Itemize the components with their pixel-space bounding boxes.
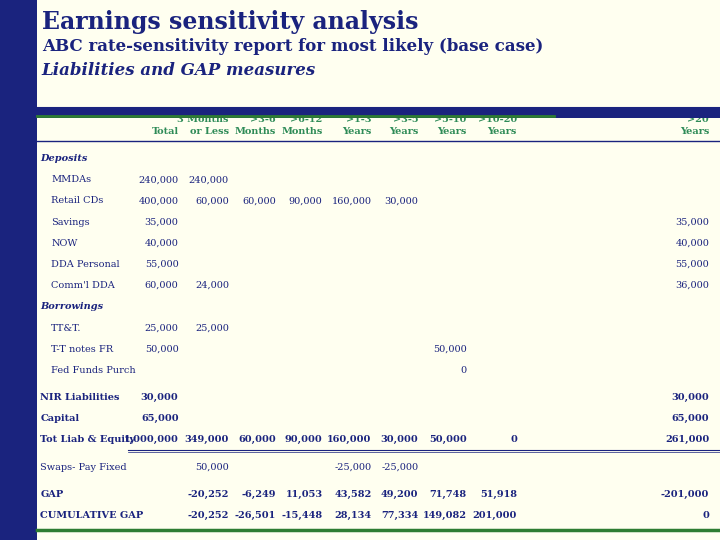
Text: 30,000: 30,000	[381, 435, 418, 444]
Text: 49,200: 49,200	[381, 490, 418, 499]
Text: Years: Years	[680, 126, 709, 136]
Text: Months: Months	[235, 126, 276, 136]
Text: 50,000: 50,000	[195, 463, 229, 471]
Text: -20,252: -20,252	[188, 511, 229, 520]
Text: 60,000: 60,000	[238, 435, 276, 444]
Text: 40,000: 40,000	[675, 239, 709, 248]
Text: 36,000: 36,000	[675, 281, 709, 290]
Text: 261,000: 261,000	[665, 435, 709, 444]
Text: NIR Liabilities: NIR Liabilities	[40, 393, 120, 402]
Text: 30,000: 30,000	[384, 197, 418, 205]
Text: 0: 0	[702, 511, 709, 520]
Text: Tot Liab & Equity: Tot Liab & Equity	[40, 435, 135, 444]
Text: 65,000: 65,000	[672, 414, 709, 423]
Text: 60,000: 60,000	[242, 197, 276, 205]
Text: Years: Years	[487, 126, 517, 136]
Text: CUMULATIVE GAP: CUMULATIVE GAP	[40, 511, 143, 520]
Text: 51,918: 51,918	[480, 490, 517, 499]
Text: Deposits: Deposits	[40, 154, 88, 163]
Text: Comm'l DDA: Comm'l DDA	[51, 281, 115, 290]
Text: 60,000: 60,000	[145, 281, 179, 290]
Text: -25,000: -25,000	[334, 463, 372, 471]
Text: Years: Years	[437, 126, 467, 136]
Text: 25,000: 25,000	[195, 323, 229, 333]
Text: 240,000: 240,000	[138, 176, 179, 184]
Text: >3-6: >3-6	[250, 116, 276, 125]
Text: 160,000: 160,000	[327, 435, 372, 444]
Text: 90,000: 90,000	[289, 197, 323, 205]
Text: 50,000: 50,000	[429, 435, 467, 444]
Text: -201,000: -201,000	[661, 490, 709, 499]
Text: >1-3: >1-3	[346, 116, 372, 125]
Text: NOW: NOW	[51, 239, 78, 248]
Text: 25,000: 25,000	[145, 323, 179, 333]
Text: Retail CDs: Retail CDs	[51, 197, 104, 205]
Text: >10-20: >10-20	[477, 116, 517, 125]
Text: 3 Months: 3 Months	[177, 116, 229, 125]
Text: >5-10: >5-10	[434, 116, 467, 125]
Text: Liabilities and GAP measures: Liabilities and GAP measures	[42, 62, 316, 79]
Text: Fed Funds Purch: Fed Funds Purch	[51, 366, 136, 375]
Text: 160,000: 160,000	[331, 197, 372, 205]
Text: -25,000: -25,000	[381, 463, 418, 471]
Text: 11,053: 11,053	[285, 490, 323, 499]
Text: 0: 0	[510, 435, 517, 444]
Text: 43,582: 43,582	[334, 490, 372, 499]
Text: Savings: Savings	[51, 218, 90, 227]
Text: 71,748: 71,748	[429, 490, 467, 499]
Text: Earnings sensitivity analysis: Earnings sensitivity analysis	[42, 10, 418, 34]
Text: >20: >20	[688, 116, 709, 125]
Text: GAP: GAP	[40, 490, 63, 499]
Text: Total: Total	[151, 126, 179, 136]
Text: 1,000,000: 1,000,000	[124, 435, 179, 444]
Text: Capital: Capital	[40, 414, 79, 423]
Text: 65,000: 65,000	[141, 414, 179, 423]
Text: 90,000: 90,000	[285, 435, 323, 444]
Text: DDA Personal: DDA Personal	[51, 260, 120, 269]
Text: 28,134: 28,134	[334, 511, 372, 520]
Text: -15,448: -15,448	[282, 511, 323, 520]
Text: 77,334: 77,334	[381, 511, 418, 520]
Text: T-T notes FR: T-T notes FR	[51, 345, 113, 354]
Text: 240,000: 240,000	[189, 176, 229, 184]
Text: 24,000: 24,000	[195, 281, 229, 290]
Text: 0: 0	[460, 366, 467, 375]
Text: 50,000: 50,000	[433, 345, 467, 354]
Text: -26,501: -26,501	[235, 511, 276, 520]
Text: 349,000: 349,000	[184, 435, 229, 444]
Text: >6-12: >6-12	[290, 116, 323, 125]
Text: 55,000: 55,000	[675, 260, 709, 269]
Text: 30,000: 30,000	[672, 393, 709, 402]
Text: 35,000: 35,000	[675, 218, 709, 227]
Text: >3-5: >3-5	[392, 116, 418, 125]
Text: or Less: or Less	[190, 126, 229, 136]
Text: -6,249: -6,249	[241, 490, 276, 499]
Text: 55,000: 55,000	[145, 260, 179, 269]
Text: 400,000: 400,000	[138, 197, 179, 205]
Text: Years: Years	[389, 126, 418, 136]
Text: TT&T.: TT&T.	[51, 323, 81, 333]
Text: ABC rate-sensitivity report for most likely (base case): ABC rate-sensitivity report for most lik…	[42, 38, 543, 55]
Text: MMDAs: MMDAs	[51, 176, 91, 184]
Text: Swaps- Pay Fixed: Swaps- Pay Fixed	[40, 463, 127, 471]
Text: Years: Years	[342, 126, 372, 136]
Text: -20,252: -20,252	[188, 490, 229, 499]
Text: Months: Months	[282, 126, 323, 136]
Text: 35,000: 35,000	[145, 218, 179, 227]
Text: 201,000: 201,000	[472, 511, 517, 520]
Text: 30,000: 30,000	[141, 393, 179, 402]
Text: Borrowings: Borrowings	[40, 302, 104, 312]
Text: 60,000: 60,000	[195, 197, 229, 205]
Text: 149,082: 149,082	[423, 511, 467, 520]
Text: 50,000: 50,000	[145, 345, 179, 354]
Text: 40,000: 40,000	[145, 239, 179, 248]
